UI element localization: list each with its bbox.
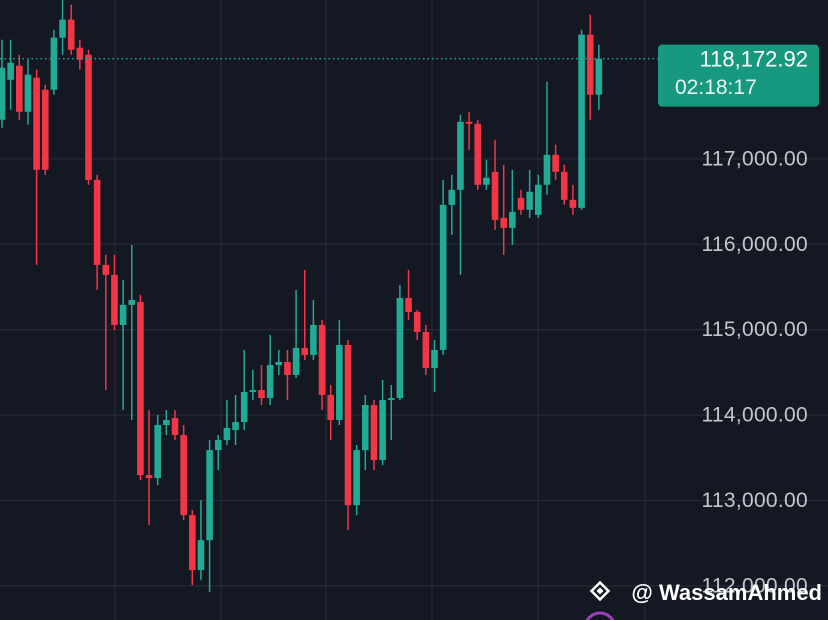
candle-body bbox=[67, 19, 75, 50]
indicator-circle bbox=[585, 611, 615, 620]
candle-body bbox=[232, 422, 239, 431]
y-tick-label: 116,000.00 bbox=[701, 233, 808, 256]
candle-body bbox=[24, 74, 32, 112]
candle-body bbox=[119, 304, 127, 325]
candle-body bbox=[535, 184, 542, 215]
candle-body bbox=[491, 171, 499, 220]
candle-body bbox=[59, 19, 66, 38]
watermark: @ WassamAhmed bbox=[589, 580, 822, 605]
y-tick-label: 112,000.00 bbox=[701, 574, 808, 597]
candle-body bbox=[483, 177, 490, 185]
candle-body bbox=[431, 349, 438, 368]
candle-body bbox=[439, 204, 447, 350]
y-tick-label: 117,000.00 bbox=[701, 147, 808, 170]
candle-body bbox=[526, 191, 533, 210]
candle-body bbox=[301, 347, 309, 355]
time-grid bbox=[114, 0, 646, 620]
candle-body bbox=[595, 58, 603, 95]
candle-body bbox=[405, 297, 412, 312]
candle-body bbox=[517, 197, 525, 210]
candle-body bbox=[379, 400, 386, 461]
candle-body bbox=[214, 440, 222, 451]
candle-body bbox=[206, 450, 213, 541]
candle-body bbox=[171, 418, 179, 436]
candle-body bbox=[362, 405, 369, 451]
candle-body bbox=[266, 364, 274, 399]
candle-body bbox=[249, 390, 257, 392]
candle-body bbox=[560, 171, 568, 200]
candle-body bbox=[102, 264, 110, 275]
price-label: 118,172.92 bbox=[700, 46, 808, 71]
candle-body bbox=[465, 121, 473, 124]
candle-body bbox=[578, 34, 585, 208]
watermark-icon bbox=[589, 580, 611, 602]
candle-body bbox=[396, 297, 404, 399]
labels: 112,000.00 113,000.00 114,000.00 115,000.00… bbox=[0, 44, 822, 605]
countdown-label: 02:18:17 bbox=[675, 76, 757, 99]
candle-body bbox=[223, 428, 231, 441]
candle-body bbox=[327, 394, 334, 420]
candle-body bbox=[275, 362, 283, 365]
candle-body bbox=[284, 362, 291, 375]
candles bbox=[0, 0, 603, 593]
candle-body bbox=[387, 398, 395, 401]
candle-body bbox=[258, 390, 265, 399]
watermark-text: @ WassamAhmed bbox=[631, 580, 822, 605]
watermark-icon-dot bbox=[596, 587, 604, 595]
candle-body bbox=[33, 77, 40, 170]
candle-body bbox=[197, 540, 205, 571]
candle-body bbox=[318, 324, 326, 395]
candle-body bbox=[569, 199, 577, 208]
y-tick-label: 114,000.00 bbox=[701, 404, 808, 427]
candle-body bbox=[552, 154, 559, 172]
candle-body bbox=[0, 67, 6, 120]
candle-body bbox=[370, 405, 378, 461]
y-tick-label: 113,000.00 bbox=[701, 489, 808, 512]
candle-body bbox=[448, 189, 456, 205]
candle-body bbox=[353, 450, 360, 506]
candle-body bbox=[543, 154, 551, 185]
candle-body bbox=[474, 123, 482, 185]
candle-body bbox=[163, 419, 170, 426]
candle-body bbox=[336, 344, 343, 420]
y-tick-label: 115,000.00 bbox=[701, 318, 808, 341]
candle-body bbox=[509, 211, 516, 228]
price-label-box bbox=[658, 44, 819, 107]
candle-body bbox=[310, 324, 317, 355]
candle-body bbox=[85, 54, 92, 180]
candle-body bbox=[50, 37, 58, 90]
candle-body bbox=[180, 435, 187, 516]
candle-body bbox=[16, 65, 23, 112]
candle-body bbox=[457, 121, 464, 190]
candle-body bbox=[189, 515, 196, 571]
candle-body bbox=[422, 331, 430, 368]
candle-body bbox=[292, 347, 300, 375]
candle-body bbox=[154, 425, 161, 479]
candle-body bbox=[586, 34, 594, 95]
candle-body bbox=[93, 179, 101, 265]
candle-body bbox=[111, 274, 118, 325]
candle-body bbox=[128, 299, 136, 305]
candle-body bbox=[413, 311, 421, 332]
candle-body bbox=[76, 47, 84, 60]
candle-body bbox=[7, 62, 14, 80]
candle-body bbox=[500, 217, 507, 228]
candle-body bbox=[137, 301, 144, 476]
candle-body bbox=[41, 89, 49, 170]
candle-body bbox=[240, 391, 248, 423]
candle-body bbox=[145, 475, 153, 479]
candle-body bbox=[344, 344, 352, 506]
